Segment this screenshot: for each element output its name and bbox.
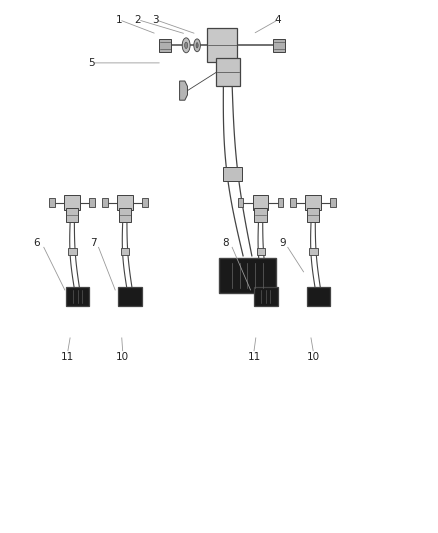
FancyBboxPatch shape — [307, 208, 319, 222]
FancyBboxPatch shape — [207, 28, 237, 62]
Ellipse shape — [194, 39, 200, 52]
Text: 11: 11 — [61, 352, 74, 362]
FancyBboxPatch shape — [273, 39, 285, 52]
FancyBboxPatch shape — [117, 195, 133, 210]
FancyBboxPatch shape — [257, 248, 265, 255]
FancyBboxPatch shape — [219, 258, 276, 293]
FancyBboxPatch shape — [64, 195, 80, 210]
Polygon shape — [180, 81, 187, 100]
Text: 3: 3 — [152, 15, 159, 25]
FancyBboxPatch shape — [102, 198, 108, 207]
FancyBboxPatch shape — [253, 195, 268, 210]
Text: 9: 9 — [279, 238, 286, 247]
FancyBboxPatch shape — [254, 287, 278, 306]
Text: 2: 2 — [134, 15, 141, 25]
FancyBboxPatch shape — [49, 198, 55, 207]
FancyBboxPatch shape — [89, 198, 95, 207]
Text: 6: 6 — [33, 238, 40, 247]
FancyBboxPatch shape — [216, 58, 240, 86]
Ellipse shape — [185, 42, 187, 49]
Text: 1: 1 — [116, 15, 123, 25]
Text: 8: 8 — [222, 238, 229, 247]
FancyBboxPatch shape — [278, 198, 283, 207]
FancyBboxPatch shape — [68, 248, 77, 255]
Text: 5: 5 — [88, 58, 95, 68]
FancyBboxPatch shape — [159, 39, 171, 52]
Ellipse shape — [182, 38, 190, 53]
Text: 10: 10 — [116, 352, 129, 362]
Text: 11: 11 — [247, 352, 261, 362]
FancyBboxPatch shape — [142, 198, 148, 207]
FancyBboxPatch shape — [309, 248, 318, 255]
FancyBboxPatch shape — [238, 198, 244, 207]
FancyBboxPatch shape — [305, 195, 321, 210]
FancyBboxPatch shape — [118, 287, 142, 306]
Text: 10: 10 — [307, 352, 320, 362]
FancyBboxPatch shape — [290, 198, 296, 207]
Text: 7: 7 — [90, 238, 97, 247]
FancyBboxPatch shape — [119, 208, 131, 222]
Text: 4: 4 — [275, 15, 282, 25]
FancyBboxPatch shape — [307, 287, 330, 306]
FancyBboxPatch shape — [121, 248, 129, 255]
FancyBboxPatch shape — [66, 287, 89, 306]
FancyBboxPatch shape — [330, 198, 336, 207]
FancyBboxPatch shape — [66, 208, 78, 222]
Ellipse shape — [196, 43, 198, 48]
FancyBboxPatch shape — [254, 208, 267, 222]
FancyBboxPatch shape — [223, 166, 242, 181]
